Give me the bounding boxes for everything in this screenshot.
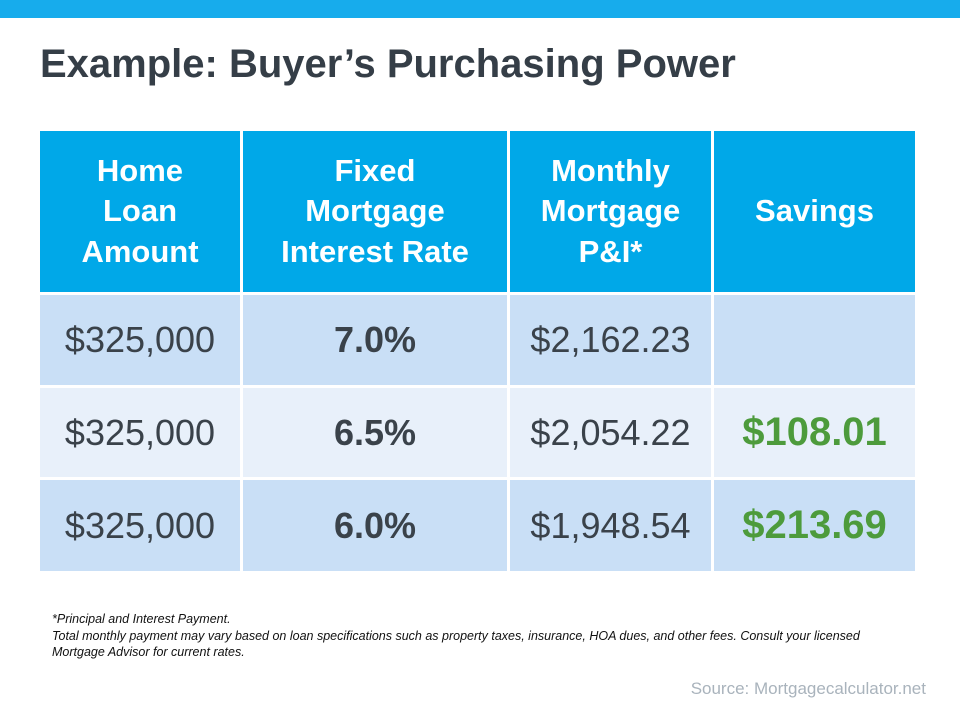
cell-interest-rate-row3: 6.0%	[243, 480, 507, 571]
accent-top-bar	[0, 0, 960, 18]
footnote: *Principal and Interest Payment. Total m…	[52, 611, 904, 661]
cell-savings-row2: $108.01	[714, 388, 915, 477]
cell-monthly-payment-row2: $2,054.22	[510, 388, 711, 477]
purchasing-power-table: Home Loan Amount Fixed Mortgage Interest…	[40, 131, 918, 571]
cell-loan-amount-row3: $325,000	[40, 480, 240, 571]
header-cell-savings: Savings	[714, 131, 915, 292]
cell-savings-row1	[714, 295, 915, 385]
cell-interest-rate-row2: 6.5%	[243, 388, 507, 477]
cell-loan-amount-row1: $325,000	[40, 295, 240, 385]
cell-savings-row3: $213.69	[714, 480, 915, 571]
header-cell-monthly-mortgage-pi: Monthly Mortgage P&I*	[510, 131, 711, 292]
header-cell-home-loan-amount: Home Loan Amount	[40, 131, 240, 292]
footnote-line-principal-interest: *Principal and Interest Payment.	[52, 612, 231, 626]
source-attribution: Source: Mortgagecalculator.net	[690, 679, 926, 698]
footnote-line-disclaimer: Total monthly payment may vary based on …	[52, 628, 860, 660]
header-cell-fixed-mortgage-interest-rate: Fixed Mortgage Interest Rate	[243, 131, 507, 292]
page-title: Example: Buyer’s Purchasing Power	[40, 42, 736, 86]
cell-monthly-payment-row3: $1,948.54	[510, 480, 711, 571]
cell-interest-rate-row1: 7.0%	[243, 295, 507, 385]
cell-monthly-payment-row1: $2,162.23	[510, 295, 711, 385]
cell-loan-amount-row2: $325,000	[40, 388, 240, 477]
